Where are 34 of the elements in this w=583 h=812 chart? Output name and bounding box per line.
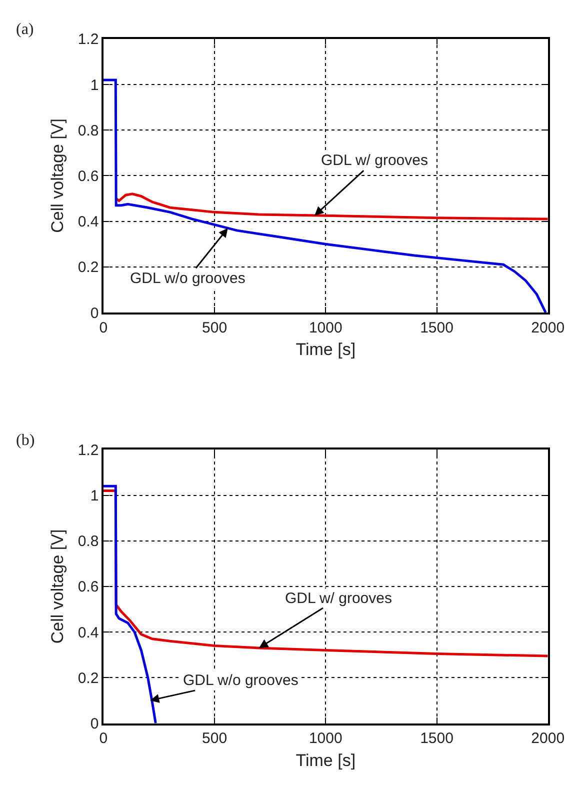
y-tick-label: 0.4 bbox=[78, 624, 99, 642]
y-tick-label: 0.6 bbox=[78, 578, 99, 596]
x-tick-label: 1000 bbox=[308, 319, 342, 336]
y-tick-label: 0 bbox=[90, 304, 99, 322]
y-tick-label: 0.2 bbox=[78, 259, 99, 276]
y-tick-label: 0.8 bbox=[78, 533, 99, 550]
annotation: GDL w/o grooves bbox=[183, 672, 298, 689]
x-tick-label: 500 bbox=[202, 319, 228, 336]
y-tick-label: 1.2 bbox=[78, 442, 99, 459]
x-tick-label: 1500 bbox=[420, 730, 454, 747]
chart-title: (a) bbox=[16, 21, 34, 38]
x-tick-label: 2000 bbox=[531, 319, 565, 336]
annotation: GDL w/ grooves bbox=[321, 152, 428, 169]
line-series bbox=[114, 192, 548, 220]
y-axis-title: Cell voltage [V] bbox=[48, 118, 67, 233]
y-tick-label: 0.2 bbox=[78, 670, 99, 687]
line-series bbox=[103, 78, 547, 312]
annotation: GDL w/ grooves bbox=[285, 590, 392, 607]
x-tick-label: 1500 bbox=[420, 319, 454, 336]
y-tick-label: 0.4 bbox=[78, 214, 99, 231]
y-tick-label: 0 bbox=[90, 716, 99, 733]
y-tick-label: 1 bbox=[90, 488, 99, 505]
y-tick-label: 0.6 bbox=[78, 168, 99, 185]
x-axis-title: Time [s] bbox=[296, 750, 356, 770]
x-tick-label: 2000 bbox=[531, 730, 565, 747]
x-axis-title: Time [s] bbox=[296, 340, 356, 360]
annotation: GDL w/o grooves bbox=[130, 270, 246, 287]
y-tick-label: 1.2 bbox=[78, 31, 99, 48]
y-tick-label: 0.8 bbox=[78, 122, 99, 140]
y-tick-label: 1 bbox=[90, 76, 99, 94]
chart-title: (b) bbox=[16, 432, 35, 449]
x-tick-label: 1000 bbox=[308, 730, 342, 747]
x-tick-label: 500 bbox=[202, 730, 228, 747]
y-axis-title: Cell voltage [V] bbox=[48, 529, 67, 644]
